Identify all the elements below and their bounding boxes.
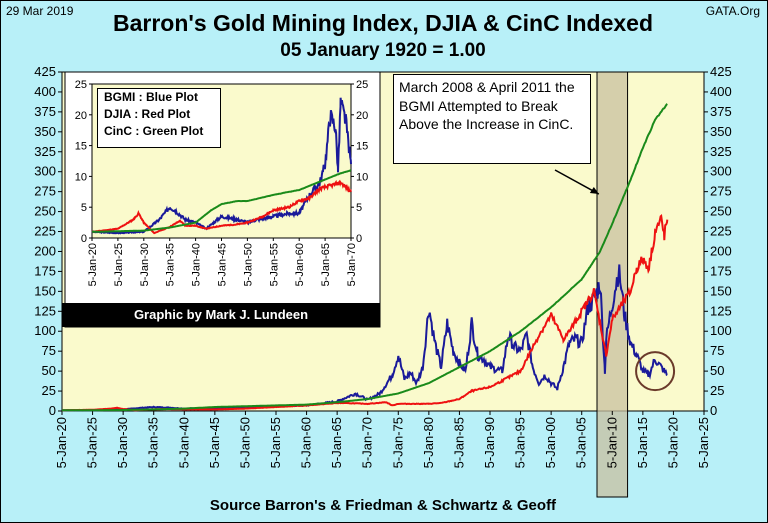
y-tick-label-left: 425 bbox=[34, 64, 56, 79]
y-tick-label-left: 400 bbox=[34, 84, 56, 99]
x-tick-label: 5-Jan-35 bbox=[146, 417, 161, 468]
annotation-arrow bbox=[554, 169, 600, 195]
x-tick-label: 5-Jan-55 bbox=[268, 417, 283, 468]
y-tick-label-right: 375 bbox=[710, 104, 732, 119]
y-tick-label-left: 25 bbox=[42, 383, 56, 398]
x-tick-label: 5-Jan-85 bbox=[451, 417, 466, 468]
x-tick-label: 5-Jan-25 bbox=[85, 417, 100, 468]
site-label: GATA.Org bbox=[705, 4, 760, 18]
y-tick-label-left: 225 bbox=[34, 224, 56, 239]
y-tick-label-right: 350 bbox=[710, 124, 732, 139]
x-tick-label: 5-Jan-20 bbox=[54, 417, 69, 468]
x-tick-label: 5-Jan-95 bbox=[513, 417, 528, 468]
source-label: Source Barron's & Friedman & Schwartz & … bbox=[209, 497, 557, 514]
y-tick-label-right: 200 bbox=[710, 243, 732, 258]
y-tick-label-left: 75 bbox=[42, 343, 56, 358]
y-tick-label-left: 150 bbox=[34, 283, 56, 298]
y-tick-label-right: 100 bbox=[710, 323, 732, 338]
y-tick-label-right: 275 bbox=[710, 184, 732, 199]
x-tick-label: 5-Jan-45 bbox=[207, 417, 222, 468]
legend-bgmi: BGMI : Blue Plot bbox=[104, 90, 198, 104]
y-tick-label-right: 125 bbox=[710, 303, 732, 318]
y-tick-label-left: 100 bbox=[34, 323, 56, 338]
y-tick-label-left: 275 bbox=[34, 184, 56, 199]
legend-djia: DJIA : Red Plot bbox=[104, 107, 191, 121]
y-tick-label-right: 300 bbox=[710, 164, 732, 179]
x-tick-label: 5-Jan-40 bbox=[176, 417, 191, 468]
y-tick-label-right: 75 bbox=[710, 343, 724, 358]
annotation-arrow-head bbox=[589, 187, 599, 195]
x-tick-label: 5-Jan-05 bbox=[574, 417, 589, 468]
y-tick-label-left: 125 bbox=[34, 303, 56, 318]
annotation-circle bbox=[635, 351, 676, 392]
chart-title: Barron's Gold Mining Index, DJIA & CinC … bbox=[112, 10, 654, 36]
y-tick-label-right: 25 bbox=[710, 383, 724, 398]
y-tick-label-left: 175 bbox=[34, 263, 56, 278]
inset-legend: BGMI : Blue Plot DJIA : Red Plot CinC : … bbox=[97, 88, 221, 148]
y-tick-label-right: 50 bbox=[710, 363, 724, 378]
series-line-cinc bbox=[62, 103, 668, 412]
y-tick-label-left: 375 bbox=[34, 104, 56, 119]
annotation-box: March 2008 & April 2011 the BGMI Attempt… bbox=[393, 74, 591, 164]
x-tick-label: 5-Jan-65 bbox=[329, 417, 344, 468]
x-tick-label: 5-Jan-30 bbox=[115, 417, 130, 468]
x-tick-label: 5-Jan-00 bbox=[543, 417, 558, 468]
chart-subtitle: 05 January 1920 = 1.00 bbox=[280, 40, 486, 61]
x-tick-label: 5-Jan-60 bbox=[299, 417, 314, 468]
y-tick-label-left: 250 bbox=[34, 204, 56, 219]
x-tick-label: 5-Jan-10 bbox=[604, 417, 619, 468]
y-tick-label-left: 350 bbox=[34, 124, 56, 139]
y-tick-label-right: 0 bbox=[710, 403, 717, 418]
highlight-band bbox=[596, 71, 629, 498]
y-tick-label-right: 250 bbox=[710, 204, 732, 219]
y-tick-label-left: 200 bbox=[34, 243, 56, 258]
y-tick-label-right: 400 bbox=[710, 84, 732, 99]
y-tick-label-right: 175 bbox=[710, 263, 732, 278]
y-tick-label-left: 0 bbox=[49, 403, 56, 418]
x-tick-label: 5-Jan-15 bbox=[635, 417, 650, 468]
x-tick-label: 5-Jan-20 bbox=[665, 417, 680, 468]
y-tick-label-right: 225 bbox=[710, 224, 732, 239]
legend-cinc: CinC : Green Plot bbox=[104, 124, 204, 138]
x-tick-label: 5-Jan-25 bbox=[696, 417, 711, 468]
y-tick-label-right: 425 bbox=[710, 64, 732, 79]
x-tick-label: 5-Jan-50 bbox=[237, 417, 252, 468]
x-tick-label: 5-Jan-75 bbox=[390, 417, 405, 468]
x-tick-label: 5-Jan-70 bbox=[360, 417, 375, 468]
y-tick-label-left: 325 bbox=[34, 144, 56, 159]
x-tick-label: 5-Jan-80 bbox=[421, 417, 436, 468]
y-tick-label-left: 300 bbox=[34, 164, 56, 179]
x-tick-label: 5-Jan-90 bbox=[482, 417, 497, 468]
y-tick-label-right: 325 bbox=[710, 144, 732, 159]
y-tick-label-right: 150 bbox=[710, 283, 732, 298]
credit-banner: Graphic by Mark J. Lundeen bbox=[62, 303, 380, 327]
date-label: 29 Mar 2019 bbox=[6, 4, 74, 18]
y-tick-label-left: 50 bbox=[42, 363, 56, 378]
